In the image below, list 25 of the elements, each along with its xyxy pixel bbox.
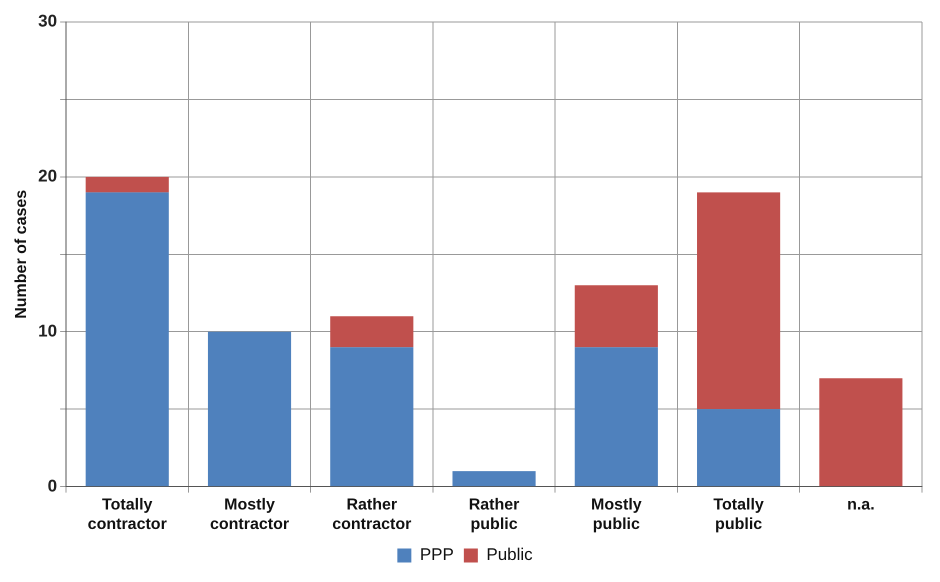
bar [574,347,658,486]
y-tick-label: 10 [38,321,58,340]
bar [697,192,780,410]
legend-label: PPP [420,545,454,564]
bar [86,192,169,486]
x-tick-label: Rather contractor [332,496,412,533]
y-tick-label: 30 [38,12,58,31]
x-tick-label: Totally public [713,496,764,533]
bar [452,471,536,486]
x-tick-label: Mostly public [590,496,642,533]
y-axis-title: Number of cases [13,190,30,319]
x-tick-label: Rather public [468,496,520,533]
y-tick-label: 20 [38,166,58,186]
bar [819,378,902,486]
bar [208,332,292,486]
x-tick-label: Totally contractor [88,496,167,533]
bar [330,347,414,486]
bar [330,316,414,348]
x-tick-label: Mostly contractor [210,496,290,533]
bar [574,285,658,348]
y-tick-label: 0 [48,476,58,496]
x-tick-label: n.a. [847,496,875,514]
bar [86,176,169,192]
legend-label: Public [486,545,534,564]
bar [697,409,780,486]
